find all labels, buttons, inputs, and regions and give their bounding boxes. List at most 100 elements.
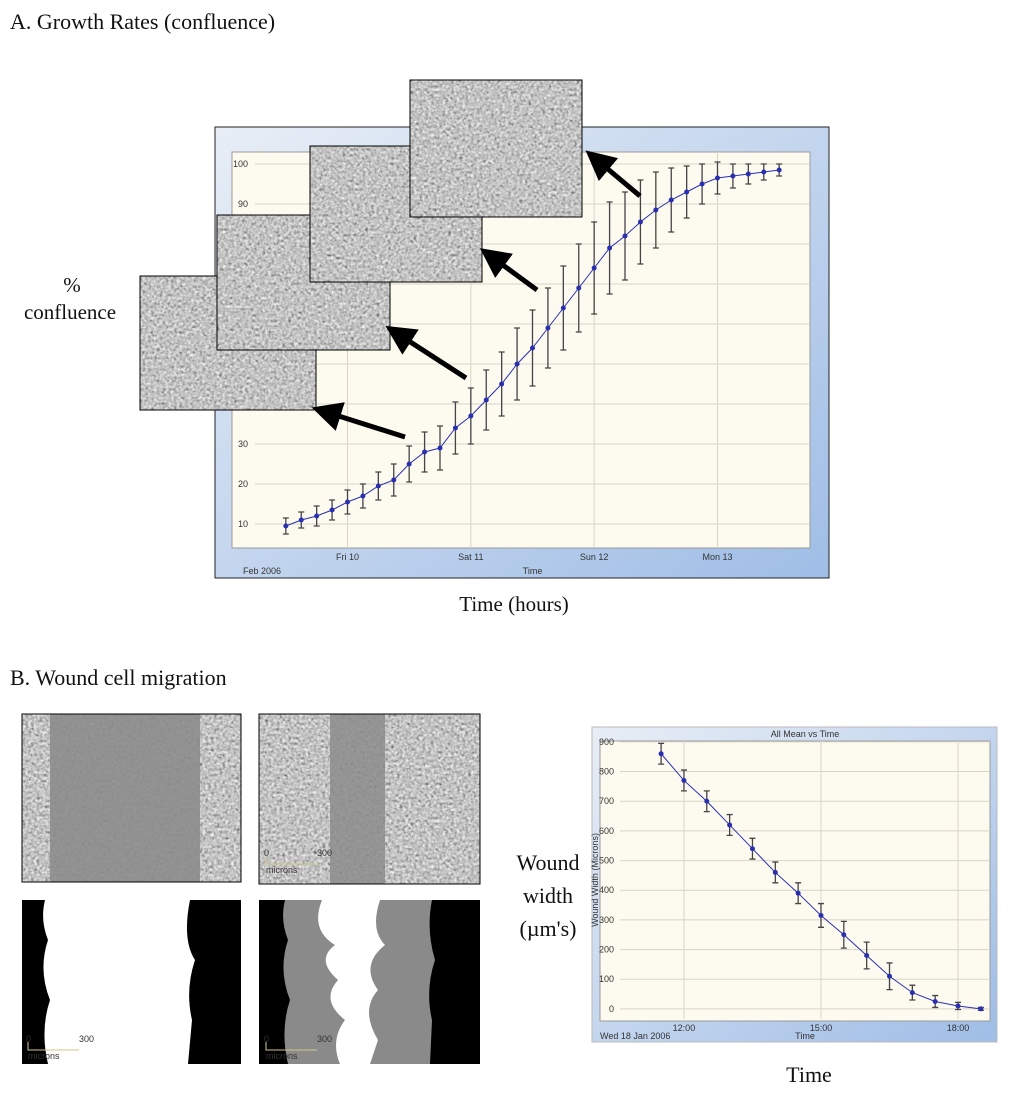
y-tick-label: 100 xyxy=(233,159,248,169)
data-point xyxy=(772,869,778,875)
data-point xyxy=(761,169,767,175)
arrow xyxy=(311,402,406,440)
scale-label: 300 xyxy=(317,848,332,858)
data-point xyxy=(391,477,397,483)
y-tick-label: 20 xyxy=(238,479,248,489)
data-point xyxy=(437,445,443,451)
data-point xyxy=(406,461,412,467)
data-point xyxy=(699,181,705,187)
y-tick-label: 600 xyxy=(599,826,614,836)
date-label: Feb 2006 xyxy=(243,566,281,576)
data-point xyxy=(727,822,733,828)
panel-title: B. Wound cell migration xyxy=(10,665,227,690)
data-point xyxy=(749,846,755,852)
data-point xyxy=(560,305,566,311)
micrographs xyxy=(139,79,642,440)
panel-title: A. Growth Rates (confluence) xyxy=(10,9,275,34)
y-axis-title: Wound Width (Microns) xyxy=(590,833,600,927)
y-tick-label: 800 xyxy=(599,767,614,777)
x-axis-label: Time (hours) xyxy=(459,592,568,616)
data-point xyxy=(909,990,915,996)
data-point xyxy=(978,1006,984,1012)
data-point xyxy=(375,483,381,489)
mask-wound xyxy=(43,900,196,1064)
y-tick-label: 10 xyxy=(238,519,248,529)
data-point xyxy=(499,381,505,387)
date-label: Wed 18 Jan 2006 xyxy=(600,1031,670,1041)
data-point xyxy=(607,245,613,251)
y-axis-label: (µm's) xyxy=(520,916,577,941)
data-point xyxy=(345,499,350,505)
plot-area xyxy=(599,740,991,1022)
scale-label: microns xyxy=(266,1051,298,1061)
data-point xyxy=(955,1003,961,1009)
data-point xyxy=(668,197,674,203)
micrograph-border xyxy=(258,713,481,885)
data-point xyxy=(483,397,489,403)
x-tick-label: 12:00 xyxy=(673,1023,696,1033)
y-axis-label: confluence xyxy=(24,300,116,324)
data-point xyxy=(715,175,720,181)
x-tick-label: Mon 13 xyxy=(702,552,732,562)
y-axis-label: width xyxy=(523,883,573,908)
y-tick-label: 900 xyxy=(599,737,614,747)
x-tick-label: Sun 12 xyxy=(580,552,609,562)
x-tick-label: Sat 11 xyxy=(458,552,483,562)
y-tick-label: 0 xyxy=(609,1004,614,1014)
scale-bars: 0 300 microns 0 300 microns 0 300 microns xyxy=(26,848,332,1061)
data-point xyxy=(864,953,870,959)
micrograph xyxy=(410,80,582,217)
y-tick-label: 500 xyxy=(599,856,614,866)
wound-area xyxy=(330,714,385,884)
data-point xyxy=(298,517,304,523)
y-tick-label: 700 xyxy=(599,796,614,806)
data-point xyxy=(622,233,628,239)
x-tick-label: 18:00 xyxy=(947,1023,970,1033)
y-tick-label: 90 xyxy=(238,199,248,209)
scale-label: 0 xyxy=(264,848,269,858)
data-point xyxy=(530,345,535,351)
arrow xyxy=(479,248,539,293)
scale-bar xyxy=(265,856,317,865)
data-point xyxy=(745,171,751,177)
scale-label: 0 xyxy=(264,1034,269,1044)
data-point xyxy=(329,507,335,513)
data-point xyxy=(795,890,801,896)
x-tick-label: 15:00 xyxy=(810,1023,833,1033)
data-point xyxy=(704,798,710,804)
arrow xyxy=(585,150,642,198)
data-point xyxy=(360,493,366,499)
scale-label: 300 xyxy=(317,1034,332,1044)
micrograph-border xyxy=(21,713,242,883)
chart-b: 0 100 200 300 400 500 600 700 800 900 12:00 15:00 18… xyxy=(590,729,990,1041)
data-point xyxy=(545,325,551,331)
data-point xyxy=(591,265,597,271)
wound-images xyxy=(21,713,481,1064)
y-tick-label: 400 xyxy=(599,885,614,895)
mask-wound xyxy=(318,900,385,1064)
x-axis-label: Time xyxy=(786,1062,832,1087)
data-point xyxy=(684,189,690,195)
scale-label: 300 xyxy=(79,1034,94,1044)
data-point xyxy=(818,912,824,918)
data-point xyxy=(681,777,687,783)
scale-label: 0 xyxy=(26,1034,31,1044)
data-point xyxy=(514,361,520,367)
x-tick-label: Fri 10 xyxy=(336,552,359,562)
y-tick-label: 100 xyxy=(599,974,614,984)
y-axis-label: Wound xyxy=(516,850,579,875)
data-point xyxy=(658,751,664,757)
data-point xyxy=(468,413,474,419)
y-tick-label: 200 xyxy=(599,945,614,955)
data-point xyxy=(637,219,643,225)
y-tick-label: 30 xyxy=(238,439,248,449)
data-point xyxy=(653,207,659,213)
x-axis-title: Time xyxy=(795,1031,815,1041)
y-tick-label: 300 xyxy=(599,915,614,925)
data-point xyxy=(841,932,847,938)
micrograph-border xyxy=(409,79,583,218)
wound-area xyxy=(50,714,200,882)
arrow xyxy=(385,325,468,381)
